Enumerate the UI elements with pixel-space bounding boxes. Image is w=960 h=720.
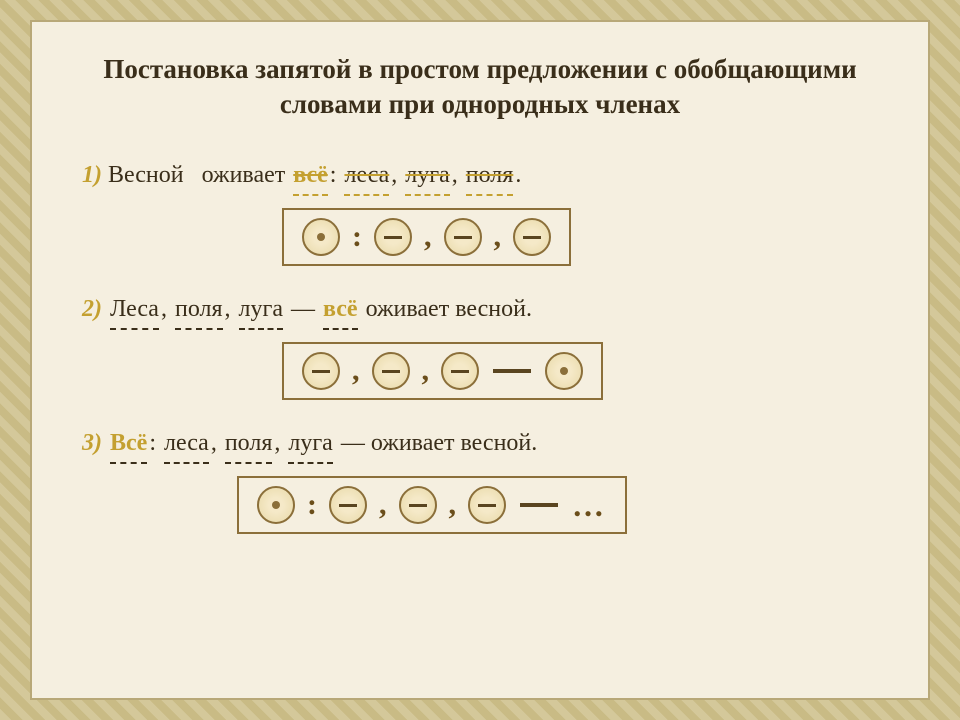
schema-colon: : [352, 220, 362, 254]
example-3-w2: леса [164, 425, 209, 464]
example-2-dash: — [291, 296, 315, 322]
schema-ellipsis: … [572, 487, 607, 524]
schema-circle-dash [468, 486, 506, 524]
schema-circle-dot [302, 218, 340, 256]
schema-long-dash [520, 503, 558, 507]
example-3-sentence: 3) Всё: леса, поля, луга — оживает весно… [82, 425, 878, 464]
schema-circle-dash [374, 218, 412, 256]
schema-circle-dash [513, 218, 551, 256]
example-3-w3: поля [225, 425, 273, 464]
schema-comma: , [449, 488, 457, 522]
example-1-w3: луга [405, 157, 449, 196]
example-2-sentence: 2) Леса, поля, луга — всё оживает весной… [82, 291, 878, 330]
example-2-num: 2) [82, 296, 102, 322]
schema-1: : , , [282, 208, 571, 266]
schema-3: : , , … [237, 476, 627, 534]
example-2-w4: всё [323, 291, 358, 330]
example-1-pre: Весной оживает [108, 162, 285, 188]
example-2-w3: луга [239, 291, 283, 330]
example-3-w1: Всё [110, 425, 147, 464]
schema-comma: , [379, 488, 387, 522]
example-1-sentence: 1) Весной оживает всё: леса, луга, поля. [82, 157, 878, 196]
schema-circle-dot [257, 486, 295, 524]
schema-circle-dash [441, 352, 479, 390]
example-2-w1: Леса [110, 291, 159, 330]
page-title: Постановка запятой в простом предложении… [82, 52, 878, 122]
schema-circle-dash [399, 486, 437, 524]
schema-2: , , [282, 342, 603, 400]
schema-comma: , [422, 354, 430, 388]
schema-circle-dash [444, 218, 482, 256]
example-3-post: оживает весной. [371, 430, 537, 456]
example-3-num: 3) [82, 430, 102, 456]
schema-long-dash [493, 369, 531, 373]
schema-circle-dash [302, 352, 340, 390]
example-2-w2: поля [175, 291, 223, 330]
schema-circle-dot [545, 352, 583, 390]
example-1-w1: всё [293, 157, 328, 196]
example-3-w4: луга [288, 425, 332, 464]
schema-circle-dash [372, 352, 410, 390]
example-1-num: 1) [82, 162, 102, 188]
example-1: 1) Весной оживает всё: леса, луга, поля.… [82, 157, 878, 266]
example-1-end: . [515, 162, 521, 188]
example-1-w2: леса [344, 157, 389, 196]
example-1-colon: : [330, 162, 337, 188]
example-1-w4: поля [466, 157, 514, 196]
example-2-post: оживает весной. [366, 296, 532, 322]
example-3-colon: : [149, 430, 156, 456]
example-3: 3) Всё: леса, поля, луга — оживает весно… [82, 425, 878, 534]
schema-colon: : [307, 488, 317, 522]
example-3-dash: — [341, 430, 365, 456]
page-container: Постановка запятой в простом предложении… [30, 20, 930, 700]
schema-circle-dash [329, 486, 367, 524]
schema-comma: , [424, 220, 432, 254]
example-2: 2) Леса, поля, луга — всё оживает весной… [82, 291, 878, 400]
schema-comma: , [352, 354, 360, 388]
schema-comma: , [494, 220, 502, 254]
